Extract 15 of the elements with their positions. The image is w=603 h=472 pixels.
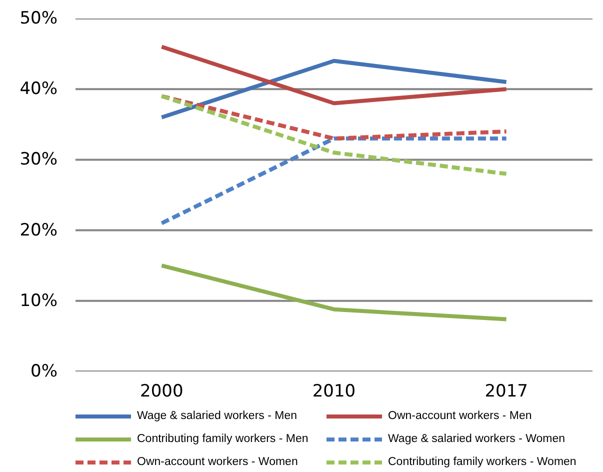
y-tick-label: 10% bbox=[20, 290, 58, 311]
legend-label: Wage & salaried workers - Women bbox=[388, 433, 566, 445]
legend-label: Own-account workers - Men bbox=[388, 410, 533, 422]
legend-label: Contributing family workers - Men bbox=[137, 433, 310, 445]
x-tick-label: 2017 bbox=[484, 382, 528, 402]
y-tick-label: 40% bbox=[20, 79, 58, 100]
legend-label: Wage & salaried workers - Men bbox=[137, 410, 298, 422]
legend-label: Own-account workers - Women bbox=[137, 456, 299, 468]
y-tick-label: 0% bbox=[30, 362, 58, 382]
y-tick-label: 30% bbox=[20, 150, 58, 170]
x-tick-label: 2000 bbox=[140, 382, 184, 402]
legend-label: Contributing family workers - Women bbox=[388, 456, 576, 468]
y-tick-label: 50% bbox=[20, 8, 58, 28]
x-tick-label: 2010 bbox=[312, 382, 356, 402]
y-tick-label: 20% bbox=[20, 220, 58, 240]
